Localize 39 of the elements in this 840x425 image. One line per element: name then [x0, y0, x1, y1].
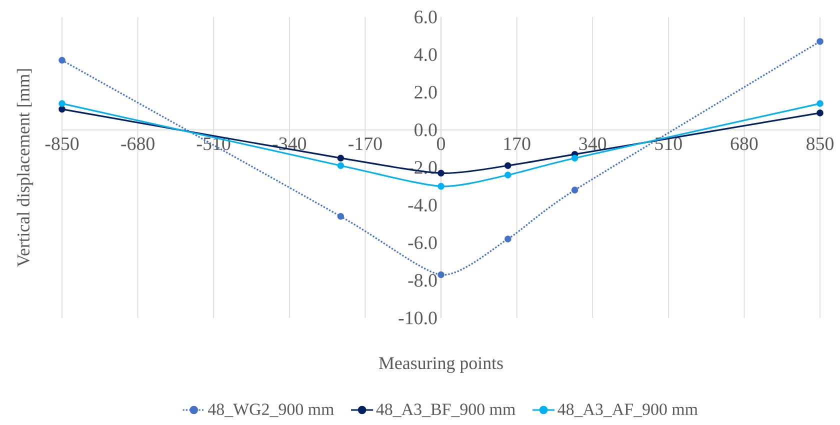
point — [504, 172, 512, 178]
point — [571, 186, 578, 194]
point — [58, 106, 66, 113]
y-axis-title: Vertical displacement [mm] — [16, 69, 34, 267]
point — [571, 154, 578, 162]
point — [337, 162, 344, 170]
point — [438, 170, 444, 177]
x-tick-label: -170 — [348, 137, 382, 150]
point — [438, 182, 444, 190]
y-tick-label: -8.0 — [408, 274, 437, 287]
y-tick-label: -4.0 — [408, 198, 437, 212]
y-tick-label: -6.0 — [408, 236, 437, 250]
x-tick-label: -340 — [272, 137, 306, 150]
point — [58, 56, 66, 64]
y-tick-label: -10.0 — [398, 312, 437, 324]
point — [438, 271, 444, 278]
point — [816, 38, 824, 45]
x-axis-title: Measuring points — [379, 357, 503, 373]
point — [504, 236, 512, 242]
x-tick-label: 680 — [730, 137, 758, 150]
legend-label: 48_WG2_900 mm — [208, 404, 334, 418]
legend-label: 48_A3_BF_900 mm — [376, 404, 516, 418]
y-tick-label: 4.0 — [414, 48, 437, 62]
x-tick-label: 170 — [504, 137, 530, 150]
x-tick-label: 340 — [579, 137, 606, 150]
point — [816, 110, 824, 116]
y-tick-label: 6.0 — [414, 10, 437, 24]
y-tick-label: 2.0 — [414, 86, 437, 99]
legend-label: 48_A3_AF_900 mm — [558, 404, 698, 418]
point — [337, 213, 344, 220]
x-tick-label: -680 — [121, 137, 154, 150]
x-tick-label: 850 — [806, 137, 834, 150]
y-tick-label: 0.0 — [414, 123, 437, 136]
x-tick-label: 0 — [436, 137, 446, 150]
point — [58, 100, 66, 107]
x-tick-label: -850 — [45, 137, 79, 150]
point — [504, 162, 512, 170]
point — [337, 154, 344, 162]
point — [816, 100, 824, 107]
